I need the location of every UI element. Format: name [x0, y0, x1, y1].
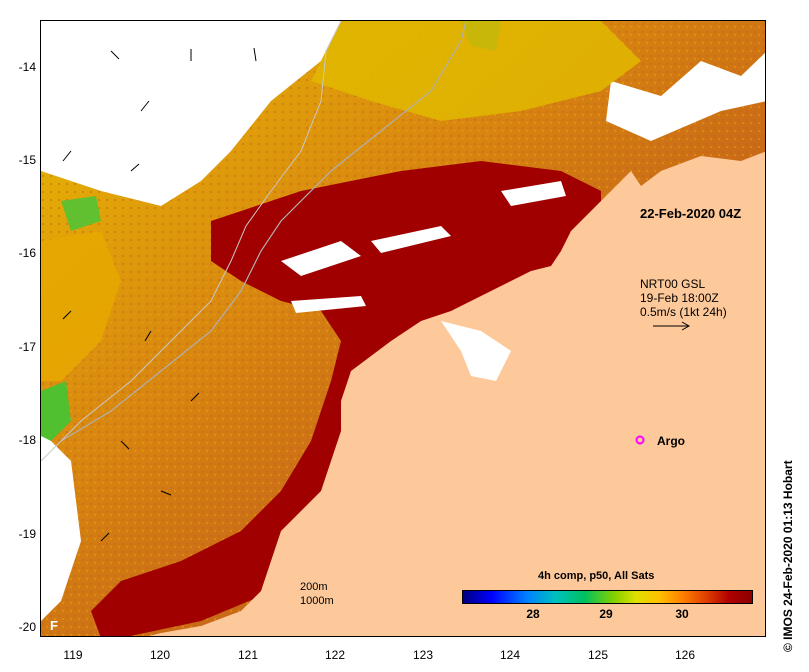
contour-200m-label: 200m: [300, 581, 328, 593]
x-tick-label: 122: [324, 648, 346, 662]
colorbar-tick: 28: [526, 607, 540, 621]
cloud-gap-ne: [606, 52, 765, 141]
mild-zone-north: [311, 21, 641, 121]
y-tick-label: -18: [18, 433, 36, 447]
sst-map: [40, 20, 766, 637]
corner-marker: F: [50, 618, 58, 633]
cloud-gap-nw: [41, 21, 341, 206]
argo-label: Argo: [657, 434, 685, 448]
current-scale-label: 0.5m/s (1kt 24h): [640, 305, 727, 319]
current-time-label: 19-Feb 18:00Z: [640, 291, 719, 305]
mild-zone-west: [41, 231, 121, 381]
x-tick-label: 125: [587, 648, 609, 662]
y-tick-label: -17: [18, 340, 36, 354]
x-tick-label: 123: [412, 648, 434, 662]
x-tick-label: 124: [499, 648, 521, 662]
contour-1000m: [41, 21, 342, 462]
colorbar-tick: 29: [599, 607, 613, 621]
cool-patch-north: [61, 196, 101, 231]
y-tick-label: -16: [18, 246, 36, 260]
cool-patch-west: [41, 381, 71, 441]
contour-1000m-label: 1000m: [300, 595, 334, 607]
credit-label: © IMOS 24-Feb-2020 01:13 Hobart: [781, 460, 795, 652]
argo-marker[interactable]: [635, 435, 645, 445]
colorbar: [462, 590, 753, 604]
current-model-label: NRT00 GSL: [640, 277, 706, 291]
colorbar-title: 4h comp, p50, All Sats: [538, 570, 655, 582]
colorbar-tick: 30: [675, 607, 689, 621]
y-tick-label: -14: [18, 60, 36, 74]
map-canvas: [41, 21, 765, 636]
cloud-gap-w: [41, 431, 81, 621]
x-tick-label: 120: [149, 648, 171, 662]
contour-legend: 200m 1000m: [300, 580, 334, 608]
y-tick-label: -20: [18, 620, 36, 634]
date-label: 22-Feb-2020 04Z: [640, 206, 742, 221]
x-tick-label: 121: [237, 648, 259, 662]
land-mass: [149, 151, 765, 636]
y-tick-label: -19: [18, 527, 36, 541]
x-tick-label: 119: [63, 648, 83, 662]
current-info: NRT00 GSL 19-Feb 18:00Z 0.5m/s (1kt 24h): [640, 277, 727, 319]
x-tick-label: 126: [674, 648, 696, 662]
y-tick-label: -15: [18, 153, 36, 167]
contour-200m: [60, 21, 467, 442]
current-vectors: [62, 47, 257, 542]
